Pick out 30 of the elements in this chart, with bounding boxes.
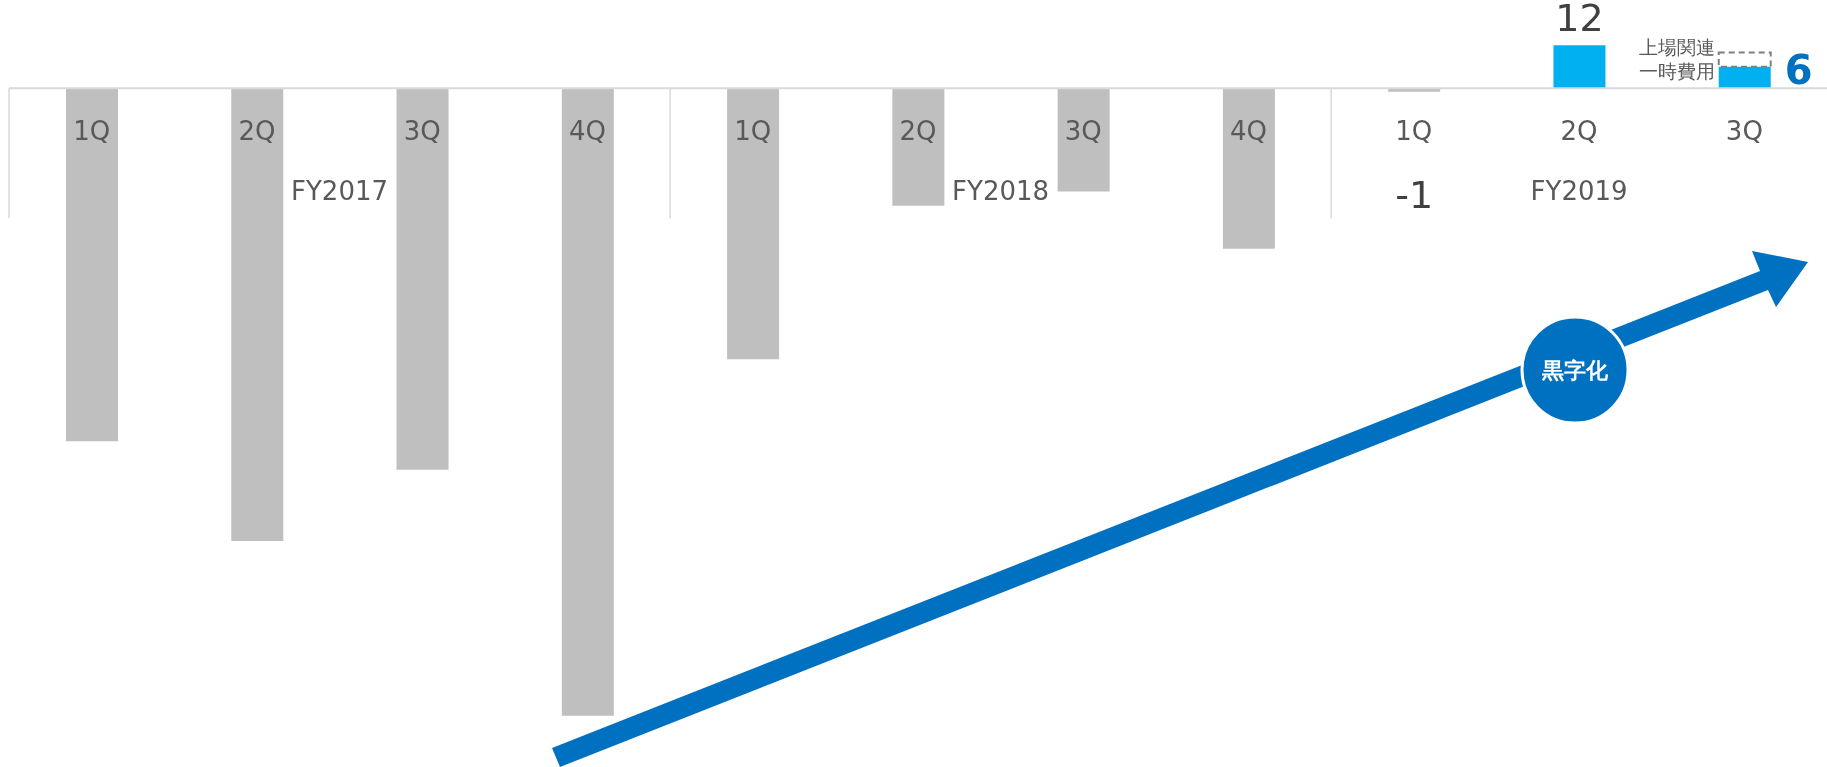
annotation: FY2019 (1529, 176, 1629, 207)
x-tick-label: 1Q (73, 116, 111, 147)
annotation: 黒字化 (1541, 358, 1609, 383)
x-tick-label: 3Q (1064, 116, 1102, 147)
x-tick-label: 4Q (568, 116, 606, 147)
data-label: -1 (1395, 173, 1434, 218)
bar (1057, 88, 1110, 192)
bar (892, 88, 945, 206)
bar (1717, 51, 1772, 68)
data-label: 12 (1555, 0, 1604, 41)
series-label: 上場関連一時費用 (1638, 35, 1715, 82)
x-tick-label: 2Q (238, 116, 276, 147)
x-tick-label: 2Q (899, 116, 937, 147)
bar (727, 88, 780, 360)
bar (1718, 66, 1771, 89)
bar (1553, 45, 1606, 89)
x-tick-label: 1Q (734, 116, 772, 147)
annotation: FY2018 (951, 176, 1051, 207)
bar (66, 88, 118, 442)
annotation: FY2017 (290, 176, 390, 207)
x-tick-label: 2Q (1560, 116, 1598, 147)
bar (231, 88, 284, 542)
x-tick-label: 4Q (1230, 116, 1268, 147)
bar (1222, 88, 1275, 249)
bar (561, 88, 614, 716)
x-tick-label: 1Q (1395, 116, 1433, 147)
x-tick-label: 3Q (1725, 116, 1763, 147)
bar (396, 88, 449, 470)
data-label: 6 (1784, 47, 1813, 94)
x-tick-label: 3Q (403, 116, 441, 147)
